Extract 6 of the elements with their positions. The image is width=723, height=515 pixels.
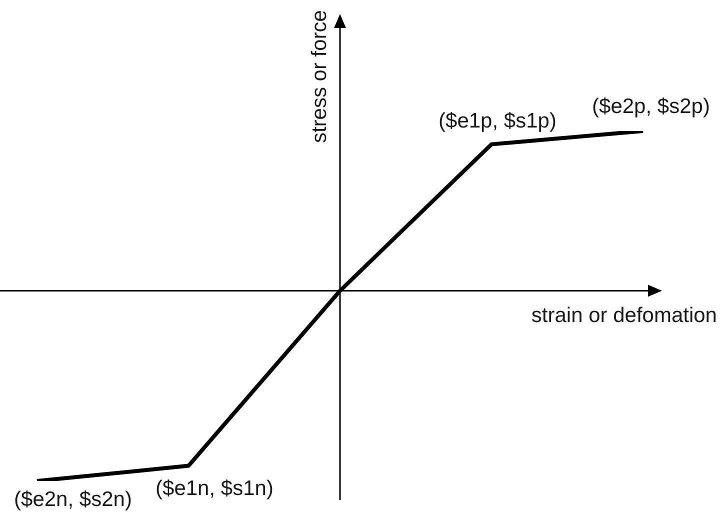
x-axis-title: strain or defomation [531, 304, 717, 327]
annotation: ($e1n, $s1n) [156, 476, 274, 500]
text: ($e2p, $s2p) [592, 95, 710, 118]
text: ($e2n, $s2n) [14, 488, 132, 511]
annotation: ($e1p, $s1p) [438, 109, 556, 132]
y-axis-title: stress or force [308, 10, 331, 144]
